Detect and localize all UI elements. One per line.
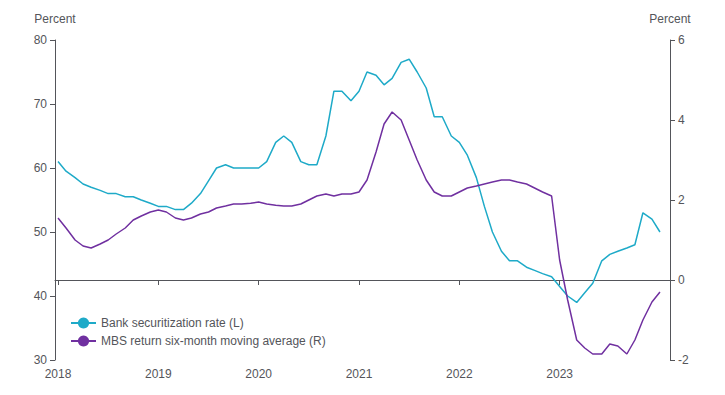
svg-text:2020: 2020 xyxy=(245,367,272,381)
svg-text:70: 70 xyxy=(34,97,48,111)
svg-text:2021: 2021 xyxy=(346,367,373,381)
svg-text:2: 2 xyxy=(678,193,685,207)
svg-text:60: 60 xyxy=(34,161,48,175)
svg-text:4: 4 xyxy=(678,113,685,127)
svg-text:6: 6 xyxy=(678,33,685,47)
svg-text:Bank securitization rate (L): Bank securitization rate (L) xyxy=(101,316,244,330)
svg-text:40: 40 xyxy=(34,289,48,303)
svg-text:0: 0 xyxy=(678,273,685,287)
svg-text:Percent: Percent xyxy=(34,12,76,26)
svg-text:2023: 2023 xyxy=(546,367,573,381)
svg-text:2019: 2019 xyxy=(145,367,172,381)
svg-text:2022: 2022 xyxy=(446,367,473,381)
svg-text:-2: -2 xyxy=(678,353,689,367)
svg-text:MBS return six-month moving av: MBS return six-month moving average (R) xyxy=(101,334,326,348)
svg-text:80: 80 xyxy=(34,33,48,47)
svg-text:2018: 2018 xyxy=(45,367,72,381)
svg-text:Percent: Percent xyxy=(649,12,691,26)
svg-text:50: 50 xyxy=(34,225,48,239)
svg-text:30: 30 xyxy=(34,353,48,367)
